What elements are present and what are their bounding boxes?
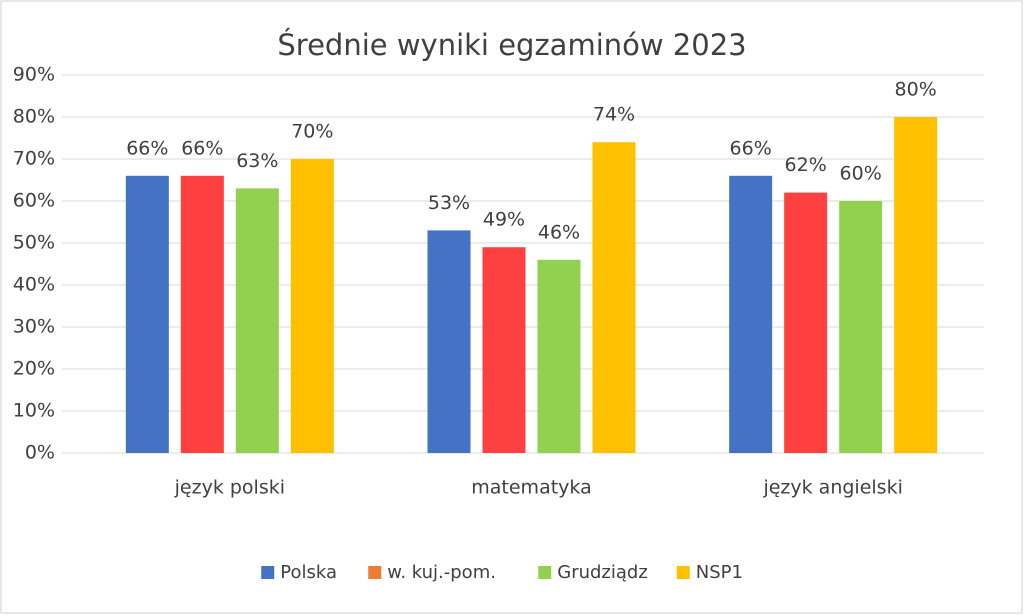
y-tick-label: 20% [13, 358, 55, 380]
legend-swatch [368, 566, 382, 579]
legend-label: Polska [280, 562, 337, 583]
y-tick-label: 40% [13, 274, 55, 296]
y-tick-label: 30% [13, 316, 55, 338]
x-tick-label: matematyka [471, 477, 591, 499]
y-tick-label: 10% [13, 400, 55, 422]
bar [894, 117, 938, 453]
bar [482, 247, 526, 453]
legend-label: Grudziądz [557, 562, 648, 583]
value-label: 53% [428, 192, 470, 214]
legend-swatch [676, 566, 690, 579]
legend-label: w. kuj.-pom. [387, 562, 496, 583]
bar [839, 201, 883, 453]
chart-title: Średnie wyniki egzaminów 2023 [277, 28, 746, 62]
value-label: 74% [593, 104, 635, 126]
bar [427, 230, 471, 453]
value-label: 80% [895, 79, 937, 101]
bar [537, 259, 581, 453]
y-tick-label: 90% [13, 64, 55, 86]
x-tick-label: język polski [174, 477, 285, 499]
y-tick-label: 0% [25, 442, 55, 464]
value-label: 46% [538, 221, 580, 243]
value-label: 60% [840, 163, 882, 185]
value-label: 62% [785, 154, 827, 176]
bar [290, 159, 334, 453]
legend-swatch [261, 566, 275, 579]
bar [180, 175, 224, 454]
y-tick-label: 80% [13, 106, 55, 128]
y-tick-label: 60% [13, 190, 55, 212]
bar [592, 142, 636, 453]
y-tick-label: 50% [13, 232, 55, 254]
value-label: 63% [236, 150, 278, 172]
bar [784, 192, 828, 453]
bar [235, 188, 279, 453]
legend-label: NSP1 [696, 562, 743, 583]
legend-swatch [538, 566, 552, 579]
value-label: 66% [181, 137, 223, 159]
bar [729, 175, 773, 454]
value-label: 66% [730, 137, 772, 159]
y-tick-label: 70% [13, 148, 55, 170]
value-label: 49% [483, 209, 525, 231]
value-label: 70% [291, 121, 333, 143]
value-label: 66% [126, 137, 168, 159]
bar [125, 175, 169, 454]
x-tick-label: język angielski [762, 477, 902, 499]
